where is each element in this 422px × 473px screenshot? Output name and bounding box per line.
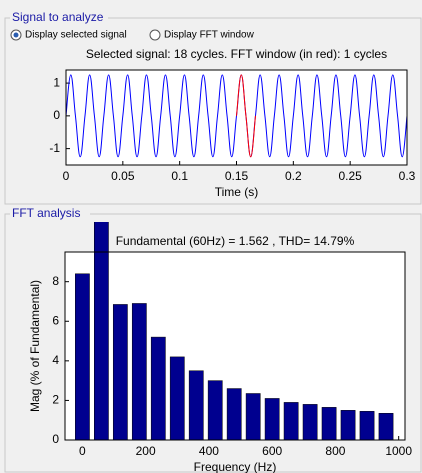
signal-panel: [4, 17, 422, 205]
bar: [150, 336, 166, 441]
x-tick-label: 0.25: [338, 169, 362, 183]
x-tick-label: 0.1: [171, 169, 188, 183]
bar: [378, 413, 394, 441]
bar: [302, 404, 318, 441]
y-tick-label: 1: [53, 75, 60, 89]
radio[interactable]: [149, 29, 161, 41]
y-tick-label: 0: [53, 108, 60, 122]
x-tick-label: 0.2: [285, 169, 302, 183]
radio-label[interactable]: Display FFT window: [164, 30, 255, 41]
bar: [321, 407, 337, 441]
bar: [245, 393, 261, 441]
bar: [359, 411, 375, 441]
x-tick-label: 600: [262, 444, 282, 458]
bar: [207, 380, 223, 441]
x-tick-label: 1000: [385, 444, 412, 458]
y-tick-label: 4: [52, 353, 59, 367]
bar: [131, 303, 147, 441]
bar: [340, 410, 356, 441]
panel-title: Signal to analyze: [12, 10, 104, 24]
bar: [188, 370, 204, 441]
radio-label[interactable]: Display selected signal: [25, 30, 127, 41]
signal-line: [236, 74, 256, 158]
y-tick-label: -1: [49, 141, 60, 155]
y-axis-label: Mag (% of Fundamental): [28, 280, 42, 412]
x-tick-label: 0.05: [111, 169, 135, 183]
x-tick-label: 0.15: [225, 169, 249, 183]
chart-title: Selected signal: 18 cycles. FFT window (…: [86, 47, 387, 61]
bars: [75, 222, 394, 441]
bar: [264, 398, 280, 441]
x-tick-label: 0.3: [399, 169, 416, 183]
x-tick-label: 800: [325, 444, 345, 458]
x-tick-label: 0: [79, 444, 86, 458]
bar: [169, 356, 185, 441]
y-tick-label: 0: [52, 432, 59, 446]
x-tick-label: 200: [136, 444, 156, 458]
radio-dot: [13, 32, 19, 38]
y-tick-label: 2: [52, 393, 59, 407]
plot-frame: [65, 69, 408, 166]
panel-title-bg: [10, 12, 108, 24]
panel-title-bg: [10, 208, 90, 220]
bar: [226, 388, 242, 441]
bar: [112, 304, 128, 441]
x-tick-label: 0: [63, 169, 70, 183]
bar: [75, 273, 90, 441]
x-axis-label: Frequency (Hz): [194, 460, 277, 473]
chart-title: Fundamental (60Hz) = 1.562 , THD= 14.79%: [116, 234, 355, 248]
panel-title: FFT analysis: [12, 206, 80, 220]
x-axis-label: Time (s): [215, 185, 259, 199]
x-tick-label: 400: [199, 444, 219, 458]
y-tick-label: 8: [52, 274, 59, 288]
bar: [94, 222, 109, 441]
bar: [283, 402, 299, 441]
fft-panel: [4, 213, 422, 473]
plot-frame: [64, 251, 406, 441]
y-tick-label: 6: [52, 313, 59, 327]
